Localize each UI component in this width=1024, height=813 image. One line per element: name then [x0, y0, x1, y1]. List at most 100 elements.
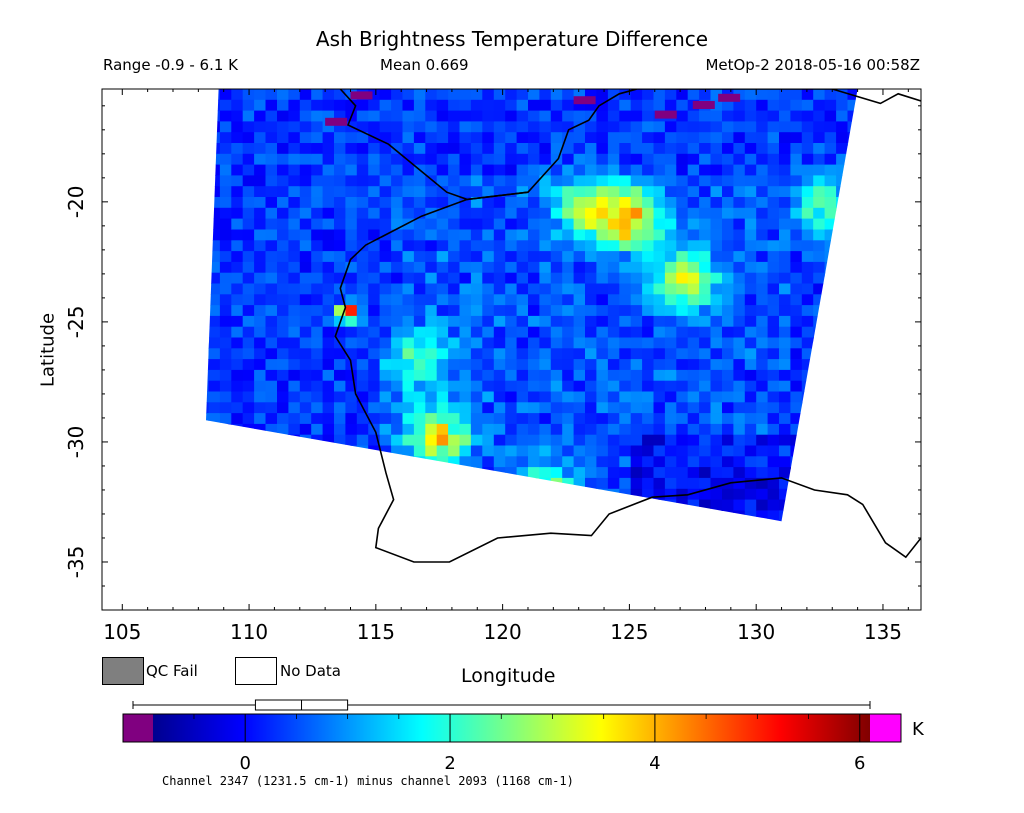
heatmap-cell [219, 229, 232, 241]
heatmap-cell [345, 488, 358, 501]
heatmap-cell [585, 467, 597, 479]
heatmap-cell [436, 402, 449, 414]
heatmap-cell [402, 413, 415, 425]
heatmap-cell [436, 197, 449, 209]
heatmap-cell [596, 445, 609, 457]
heatmap-cell [402, 251, 415, 263]
heatmap-cell [767, 380, 780, 393]
heatmap-cell [562, 251, 575, 263]
heatmap-cell [836, 434, 849, 447]
heatmap-cell [756, 510, 769, 522]
heatmap-cell [870, 402, 882, 413]
heatmap-cell [448, 240, 461, 252]
heatmap-cell [505, 326, 518, 339]
heatmap-cell [642, 283, 655, 295]
heatmap-cell [573, 229, 586, 241]
heatmap-cell [231, 423, 244, 436]
heatmap-cell [206, 132, 210, 144]
heatmap-cell [231, 359, 244, 371]
heatmap-cell [744, 175, 757, 187]
heatmap-cell [436, 467, 449, 479]
heatmap-cell [482, 229, 495, 241]
heatmap-cell [676, 132, 689, 144]
heatmap-cell [630, 391, 643, 403]
heatmap-cell [254, 488, 267, 501]
heatmap-cell [653, 488, 666, 501]
heatmap-cell [254, 402, 267, 414]
heatmap-cell [779, 164, 791, 176]
heatmap-cell [813, 315, 826, 328]
heatmap-cell [219, 121, 232, 133]
heatmap-cell [288, 251, 301, 263]
heatmap-cell [619, 380, 632, 393]
heatmap-cell [219, 99, 232, 112]
heatmap-cell [550, 391, 563, 403]
heatmap-cell [710, 434, 723, 447]
heatmap-cell [607, 207, 620, 220]
heatmap-cell [219, 434, 232, 447]
heatmap-cell [859, 143, 871, 154]
heatmap-cell [630, 121, 643, 133]
heatmap-cell [550, 477, 563, 490]
heatmap-cell [219, 445, 232, 457]
heatmap-cell [288, 510, 301, 522]
heatmap-cell [664, 89, 677, 101]
heatmap-cell [334, 413, 346, 425]
heatmap-cell [824, 143, 837, 155]
heatmap-cell [323, 532, 335, 543]
heatmap-cell [687, 510, 700, 522]
heatmap-cell [573, 402, 586, 414]
heatmap-cell [277, 175, 289, 187]
heatmap-cell [790, 326, 803, 339]
heatmap-cell [242, 110, 255, 122]
heatmap-cell [676, 175, 689, 187]
heatmap-cell [219, 164, 232, 176]
heatmap-cell [206, 121, 210, 133]
heatmap-cell [186, 456, 198, 467]
heatmap-cell [642, 326, 655, 339]
heatmap-cell [493, 326, 506, 339]
heatmap-cell [664, 272, 677, 285]
heatmap-cell [231, 456, 244, 468]
heatmap-cell [550, 283, 563, 295]
heatmap-cell [402, 380, 415, 393]
heatmap-cell [402, 261, 415, 274]
heatmap-cell [448, 121, 461, 133]
heatmap-cell [516, 153, 529, 166]
heatmap-cell [801, 337, 814, 349]
heatmap-cell [528, 197, 540, 209]
heatmap-cell [562, 315, 575, 328]
heatmap-cell [402, 207, 415, 220]
heatmap-cell [391, 240, 404, 252]
heatmap-cell [573, 488, 586, 501]
heatmap-cell [687, 326, 700, 339]
heatmap-cell [733, 359, 746, 371]
heatmap-cell [425, 99, 438, 112]
heatmap-cell [425, 477, 438, 490]
heatmap-cell [573, 348, 586, 360]
heatmap-cell [528, 369, 540, 382]
heatmap-cell [219, 305, 232, 317]
heatmap-cell [208, 337, 221, 349]
heatmap-cell [847, 348, 858, 360]
heatmap-cell [744, 423, 757, 436]
heatmap-cell [299, 369, 312, 382]
heatmap-cell [322, 175, 335, 187]
heatmap-cell [744, 326, 757, 339]
heatmap-cell [322, 445, 335, 457]
heatmap-cell [653, 499, 666, 511]
heatmap-cell [391, 521, 403, 532]
heatmap-cell [539, 521, 551, 532]
heatmap-cell [231, 499, 244, 511]
heatmap-cell [299, 99, 312, 112]
heatmap-cell [596, 348, 609, 360]
heatmap-cell [231, 488, 244, 501]
heatmap-cell [801, 445, 814, 457]
heatmap-cell [334, 467, 346, 479]
heatmap-cell [311, 89, 324, 101]
heatmap-cell [277, 240, 289, 252]
heatmap-cell [391, 434, 404, 447]
heatmap-cell [459, 229, 472, 241]
heatmap-cell [334, 402, 346, 414]
heatmap-cell [391, 315, 404, 328]
